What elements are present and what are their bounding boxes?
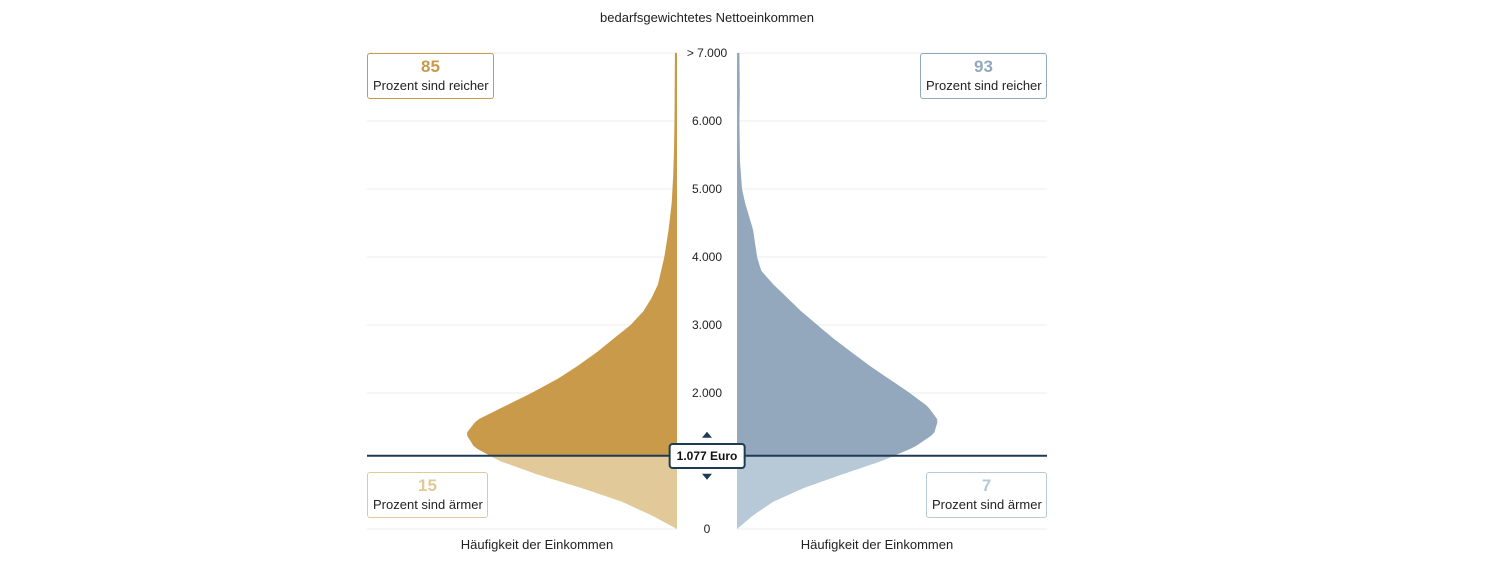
y-tick-label: > 7.000	[687, 46, 728, 60]
share-poorer-left-value: 15	[418, 476, 437, 495]
move-down-arrow-icon[interactable]	[702, 473, 712, 480]
y-tick-label: 5.000	[692, 182, 722, 196]
y-tick-label: 4.000	[692, 250, 722, 264]
x-axis-label-left: Häufigkeit der Einkommen	[461, 537, 613, 552]
share-richer-right-value: 93	[974, 57, 993, 76]
violin-left-below-threshold	[490, 455, 677, 529]
violin-right-above-threshold	[737, 53, 938, 456]
y-tick-label: 0	[704, 522, 711, 536]
share-richer-left-text: Prozent sind reicher	[373, 78, 489, 93]
share-poorer-right-text: Prozent sind ärmer	[932, 497, 1042, 512]
y-tick-label: 2.000	[692, 386, 722, 400]
violin-right-below-threshold	[737, 455, 895, 529]
share-richer-left-value: 85	[421, 57, 440, 76]
share-poorer-left-box: 15 Prozent sind ärmer	[367, 472, 488, 518]
y-tick-label: 6.000	[692, 114, 722, 128]
share-richer-right-text: Prozent sind reicher	[926, 78, 1042, 93]
share-poorer-right-value: 7	[981, 476, 992, 495]
move-up-arrow-icon[interactable]	[702, 431, 712, 438]
violin-left-above-threshold	[467, 53, 677, 456]
threshold-label[interactable]: 1.077 Euro	[668, 442, 746, 469]
y-tick-label: 3.000	[692, 318, 722, 332]
share-richer-left-box: 85 Prozent sind reicher	[367, 53, 494, 99]
y-axis-ticks: 0 2.000 3.000 4.000 5.000 6.000 > 7.000	[687, 46, 728, 536]
share-richer-right-box: 93 Prozent sind reicher	[920, 53, 1047, 99]
share-poorer-left-text: Prozent sind ärmer	[373, 497, 483, 512]
chart-title: bedarfsgewichtetes Nettoeinkommen	[600, 10, 814, 25]
x-axis-label-right: Häufigkeit der Einkommen	[801, 537, 953, 552]
violins	[467, 53, 938, 529]
share-poorer-right-box: 7 Prozent sind ärmer	[926, 472, 1047, 518]
